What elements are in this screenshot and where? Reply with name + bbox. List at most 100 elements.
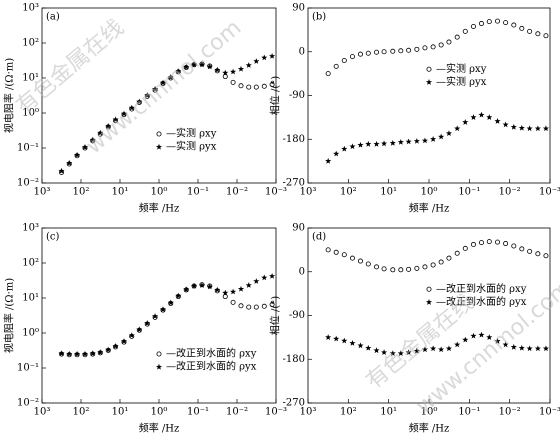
point <box>167 74 174 80</box>
point <box>511 22 517 28</box>
point <box>486 239 492 245</box>
x-tick-label: 10¹ <box>112 187 129 198</box>
legend-label: —实测 ρxy <box>166 127 217 140</box>
legend-marker <box>155 363 163 370</box>
y-tick-label: 10² <box>22 258 39 269</box>
legend-label: —实测 ρyx <box>166 140 217 153</box>
point <box>534 345 541 352</box>
point <box>191 282 198 289</box>
x-tick-label: 10⁻³ <box>539 187 560 198</box>
point <box>159 79 167 86</box>
point <box>519 246 525 252</box>
point <box>81 350 89 357</box>
point <box>446 39 452 45</box>
point <box>374 49 380 55</box>
point <box>230 68 237 75</box>
point <box>526 125 533 132</box>
point <box>519 25 525 31</box>
point <box>214 286 221 293</box>
y-tick-label: 10² <box>22 38 39 49</box>
point <box>438 133 445 140</box>
point <box>381 349 388 356</box>
point <box>238 303 244 309</box>
point <box>245 282 252 288</box>
x-tick-label: 10³ <box>300 187 317 198</box>
point <box>454 250 460 256</box>
point <box>269 302 275 308</box>
point <box>349 255 355 261</box>
point <box>542 125 549 132</box>
x-axis-label: 频率 /Hz <box>139 202 180 215</box>
y-tick-label: 10¹ <box>22 293 39 304</box>
point <box>398 267 404 273</box>
point <box>325 71 331 77</box>
point <box>502 121 509 128</box>
point <box>349 340 356 346</box>
point <box>58 350 65 357</box>
point <box>269 82 275 88</box>
point <box>120 110 128 117</box>
point <box>365 261 371 267</box>
point <box>261 303 267 309</box>
x-tick-label: 10¹ <box>380 407 397 418</box>
point <box>253 58 260 64</box>
x-tick-label: 10³ <box>34 407 51 418</box>
point <box>535 251 541 257</box>
point <box>245 62 252 68</box>
point <box>470 114 477 120</box>
point <box>222 69 229 76</box>
point <box>253 304 259 310</box>
y-tick-label: -90 <box>289 90 305 101</box>
point <box>222 289 229 296</box>
point <box>357 342 364 349</box>
point <box>66 159 73 166</box>
point <box>535 31 541 37</box>
point <box>454 125 461 132</box>
point <box>494 338 501 344</box>
y-axis-label: 相位 /(°) <box>269 76 282 115</box>
panel: 10³ 10² 10¹ 10⁰ 10⁻¹ 10⁻² 10⁻³ -270 -180 -90 0 90 (b… <box>269 3 560 215</box>
point <box>406 266 412 272</box>
y-axis-label: 相位 /(°) <box>269 296 282 335</box>
point <box>510 123 517 130</box>
point <box>527 28 533 34</box>
point <box>414 265 420 271</box>
x-tick-label: 10⁻¹ <box>187 187 209 198</box>
x-tick-label: 10³ <box>34 187 51 198</box>
point <box>422 264 428 270</box>
y-tick-label: -180 <box>283 354 305 365</box>
legend-label: —实测 ρxy <box>436 62 487 75</box>
point <box>478 111 485 118</box>
point <box>511 243 517 249</box>
panel: 10³ 10² 10¹ 10⁰ 10⁻¹ 10⁻² 10⁻³ -270 -180 -90 0 90 (d… <box>269 223 560 435</box>
y-tick-label: 10⁰ <box>22 108 39 119</box>
y-tick-label: 0 <box>299 266 305 277</box>
point <box>390 48 396 54</box>
point <box>136 326 143 333</box>
x-tick-label: 10⁻² <box>226 187 248 198</box>
point <box>230 288 237 295</box>
y-tick-label: 10⁻¹ <box>17 143 39 154</box>
point <box>470 242 476 248</box>
x-tick-label: 10⁰ <box>421 407 438 418</box>
point <box>413 347 420 354</box>
point <box>405 138 412 145</box>
point <box>438 42 444 48</box>
point <box>398 48 404 54</box>
y-tick-label: 10⁻² <box>17 178 39 189</box>
y-tick-label: 10³ <box>22 3 39 14</box>
legend-label: —改正到水面的 ρyx <box>166 360 257 373</box>
plot-frame <box>41 227 277 404</box>
legend-label: —实测 ρyx <box>436 75 487 88</box>
y-tick-label: 90 <box>292 3 305 14</box>
point <box>144 320 151 326</box>
point <box>230 79 236 85</box>
y-tick-label: -270 <box>283 178 305 189</box>
x-tick-label: 10⁻² <box>499 187 521 198</box>
point <box>341 252 347 258</box>
point <box>58 167 65 174</box>
point <box>462 28 468 34</box>
point <box>454 34 460 40</box>
point <box>152 313 159 319</box>
